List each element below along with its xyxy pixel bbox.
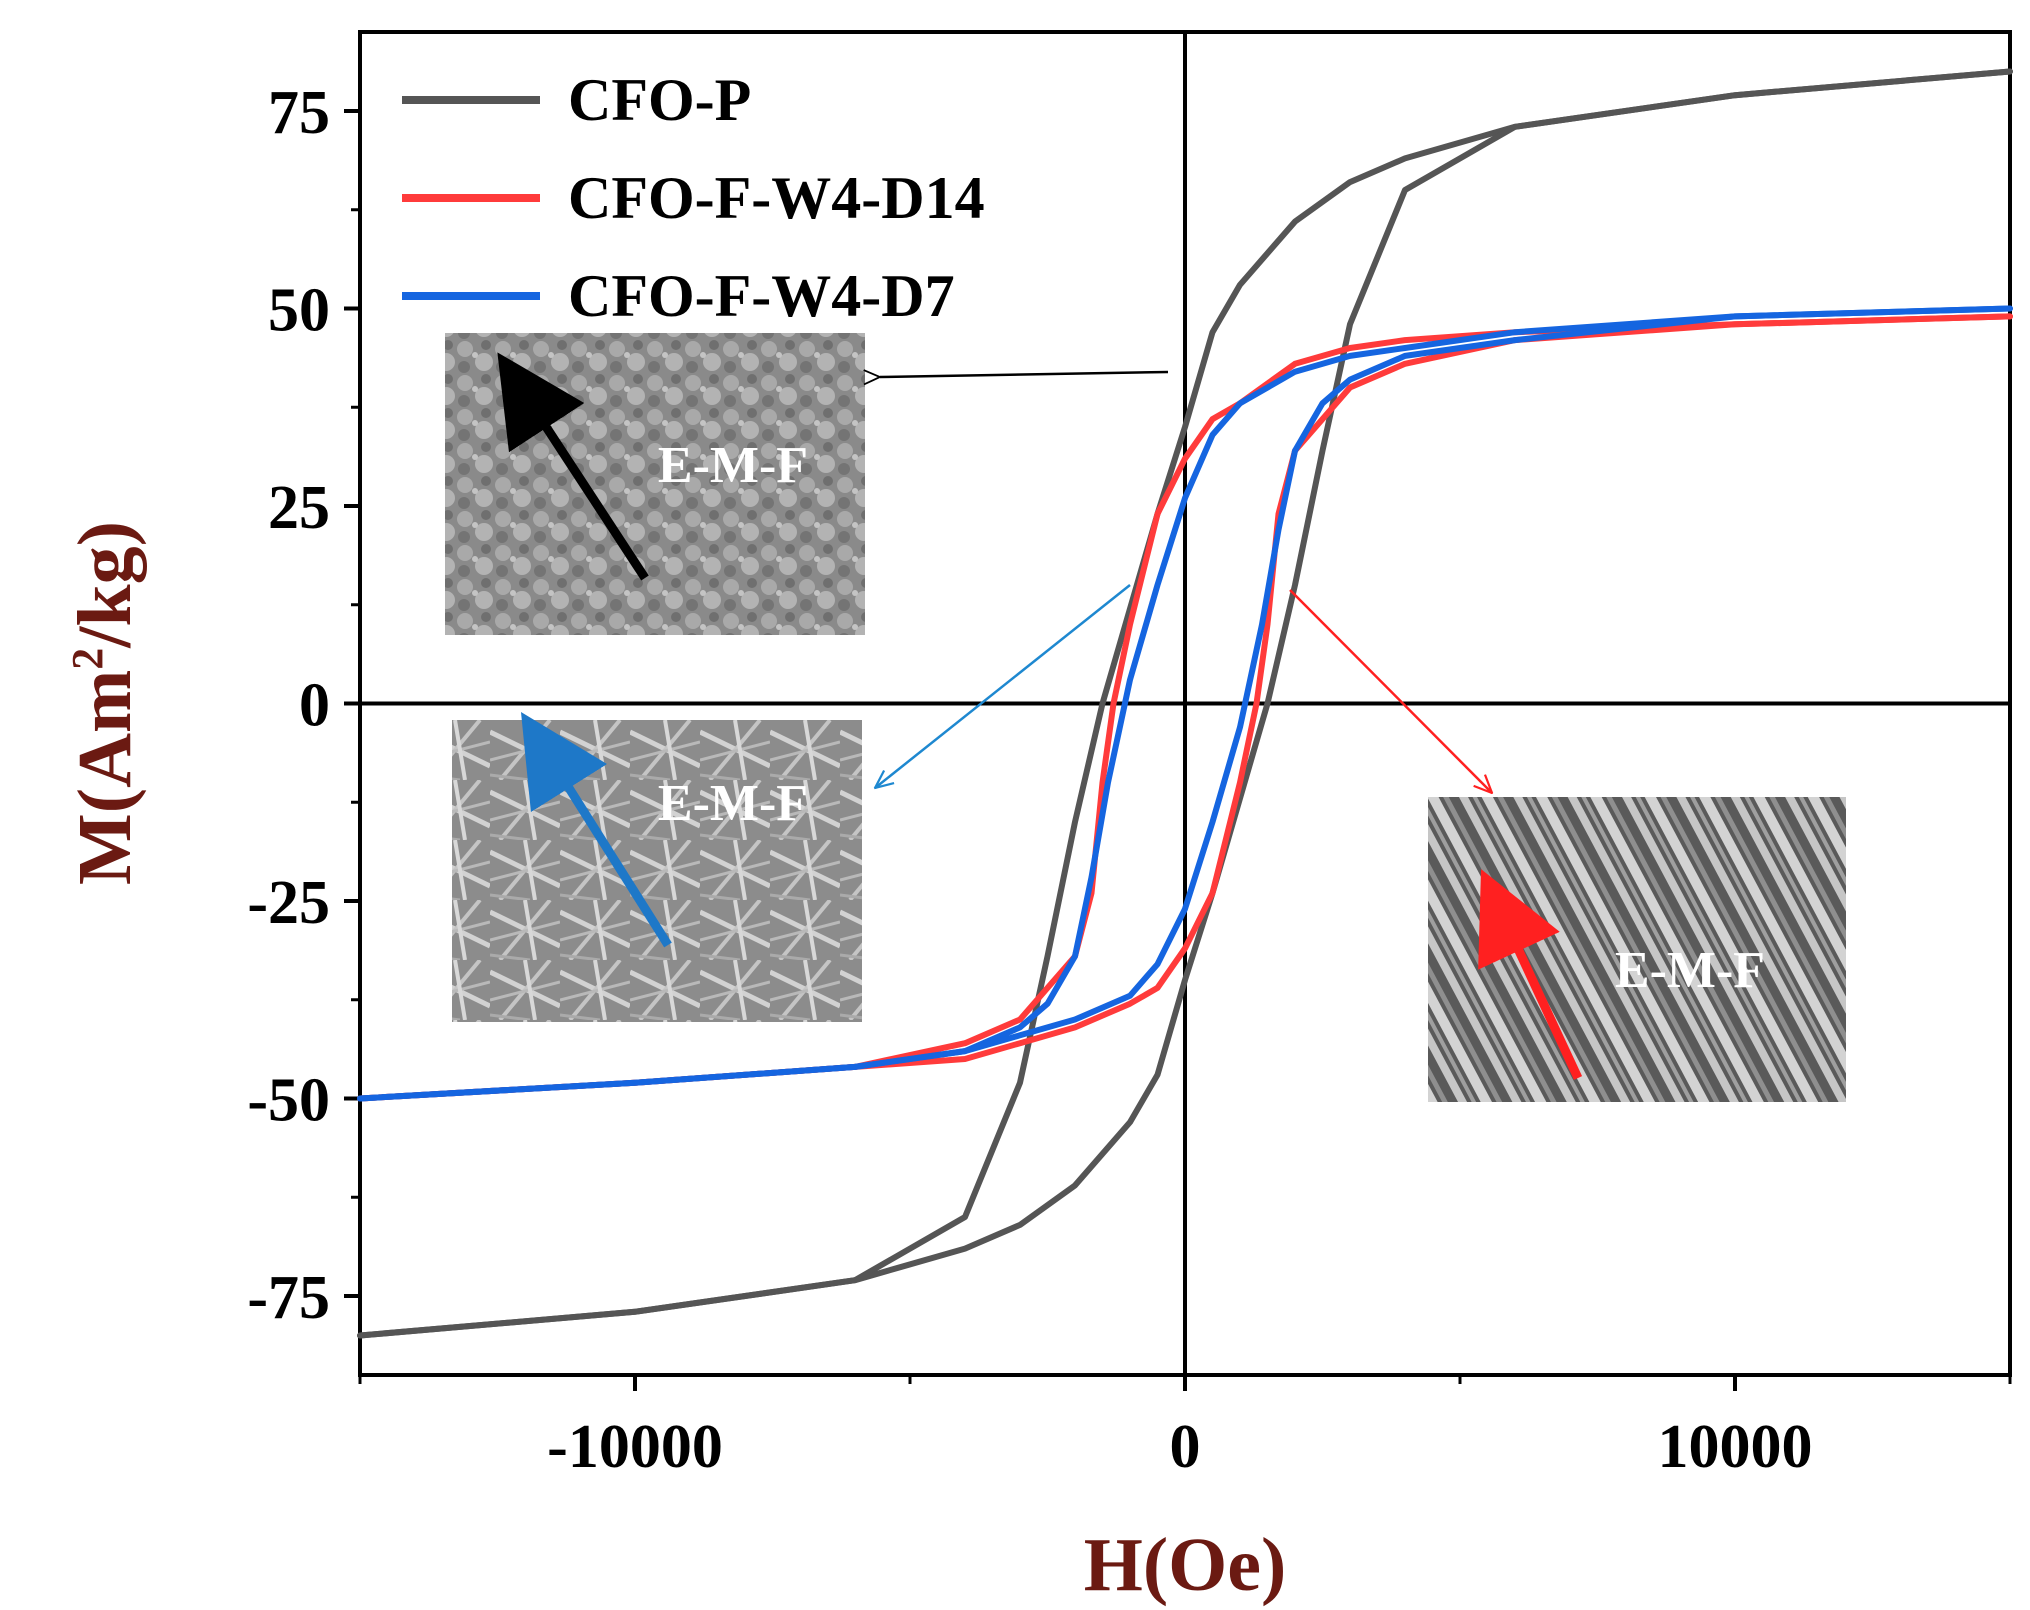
inset-random-fibers: E-M-F xyxy=(452,711,862,1022)
x-axis-title: H(Oe) xyxy=(1084,1523,1287,1607)
y-axis-title-superscript: 2 xyxy=(63,648,112,670)
x-tick-label: 10000 xyxy=(1658,1413,1813,1481)
inset-particles-arrow-icon xyxy=(497,352,649,581)
y-tick-label: 50 xyxy=(268,277,330,345)
pointer-arrow-cfo-p xyxy=(880,372,1169,377)
inset-aligned-fibers-label: E-M-F xyxy=(1615,942,1765,999)
inset-random-fibers-arrow-icon xyxy=(520,711,672,948)
inset-random-fibers-image xyxy=(452,720,862,1022)
legend-label-cfo-f-w4-d7: CFO-F-W4-D7 xyxy=(568,263,955,329)
pointer-arrow-cfo-f-w4-d7 xyxy=(875,584,1131,788)
x-tick-label: -10000 xyxy=(547,1413,723,1481)
inset-particles: E-M-F xyxy=(445,333,865,635)
inset-particles-label: E-M-F xyxy=(658,437,808,494)
legend-label-cfo-p: CFO-P xyxy=(568,67,751,133)
y-axis-title: M(Am2/kg) xyxy=(63,521,147,885)
inset-aligned-fibers-arrow-icon xyxy=(1478,869,1583,1080)
inset-aligned-fibers: E-M-F xyxy=(1428,797,1846,1102)
y-axis-title-prefix: M(Am xyxy=(63,670,147,885)
series-cfo-f-w4-d7-ascending-branch xyxy=(357,305,2013,1102)
y-tick-label: -25 xyxy=(247,869,330,937)
legend: CFO-P CFO-F-W4-D14 CFO-F-W4-D7 xyxy=(402,67,985,329)
inset-random-fibers-label: E-M-F xyxy=(658,775,808,832)
y-tick-label: -75 xyxy=(247,1264,330,1332)
legend-label-cfo-f-w4-d14: CFO-F-W4-D14 xyxy=(568,165,985,231)
x-tick-label: 0 xyxy=(1170,1413,1201,1481)
y-tick-label: -50 xyxy=(247,1067,330,1135)
y-axis-title-suffix: /kg) xyxy=(63,521,147,649)
y-tick-label: 0 xyxy=(299,672,330,740)
series-cfo-f-w4-d14-descending-branch xyxy=(357,313,2013,1102)
pointer-arrow-cfo-f-w4-d14 xyxy=(1289,589,1492,793)
y-tick-label: 25 xyxy=(268,474,330,542)
y-tick-label: 75 xyxy=(268,79,330,147)
series-cfo-f-w4-d14-ascending-branch xyxy=(357,313,2013,1102)
